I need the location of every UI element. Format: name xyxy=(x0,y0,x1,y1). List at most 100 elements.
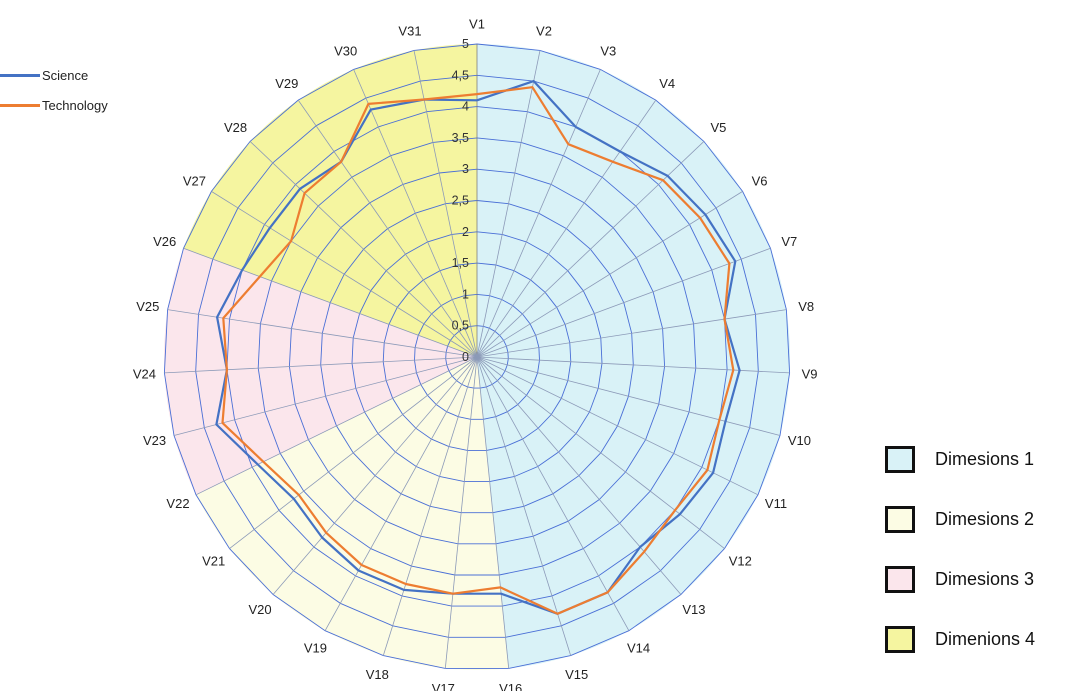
tick-label: 3 xyxy=(462,162,469,176)
tick-label: 3,5 xyxy=(452,131,469,145)
category-label-V17: V17 xyxy=(432,681,455,691)
point-science-V13 xyxy=(639,546,641,548)
spoke-V11 xyxy=(476,356,759,496)
series-line-technology xyxy=(221,86,735,615)
spoke-V7 xyxy=(476,247,771,358)
tick-label: 2 xyxy=(462,225,469,239)
category-label-V11: V11 xyxy=(765,496,787,511)
grid-ring-4 xyxy=(351,231,603,483)
tick-label: 4 xyxy=(462,100,469,114)
grid-ring-10 xyxy=(163,43,791,669)
spoke-V21 xyxy=(229,356,478,549)
point-science-V22 xyxy=(257,463,259,466)
spoke-V19 xyxy=(324,356,478,631)
spoke-V12 xyxy=(476,356,725,549)
spoke-V15 xyxy=(476,356,572,656)
category-label-V15: V15 xyxy=(565,667,588,682)
dimension-3-swatch xyxy=(885,566,915,593)
category-label-V26: V26 xyxy=(153,234,176,249)
spoke-V23 xyxy=(173,356,478,436)
grid-ring-2 xyxy=(414,293,540,420)
dimension-1-label: Dimesions 1 xyxy=(935,449,1035,469)
grid-ring-9 xyxy=(195,74,759,638)
point-technology-V4 xyxy=(612,161,614,163)
point-science-V26 xyxy=(241,269,243,271)
point-technology-V5 xyxy=(662,179,664,181)
point-technology-V16 xyxy=(499,586,502,589)
point-technology-V8 xyxy=(723,318,726,320)
point-technology-V21 xyxy=(298,494,300,496)
point-science-V9 xyxy=(738,369,741,372)
spoke-V20 xyxy=(272,356,478,595)
point-technology-V1 xyxy=(476,93,478,95)
spoke-V16 xyxy=(476,356,510,669)
category-label-V10: V10 xyxy=(788,433,811,448)
category-label-V18: V18 xyxy=(366,667,389,682)
point-science-V3 xyxy=(574,126,577,128)
category-label-V6: V6 xyxy=(752,173,768,188)
spoke-V30 xyxy=(353,69,478,358)
grid-ring-3 xyxy=(382,262,572,451)
spoke-V26 xyxy=(183,247,478,358)
spoke-V24 xyxy=(164,356,478,374)
category-label-V5: V5 xyxy=(710,120,726,135)
category-label-V28: V28 xyxy=(224,120,247,135)
legend-item-technology: Technology xyxy=(0,90,108,120)
spoke-V10 xyxy=(476,356,781,436)
point-science-V6 xyxy=(704,213,707,216)
point-technology-V29 xyxy=(340,161,342,163)
point-technology-V17 xyxy=(452,592,454,595)
point-technology-V10 xyxy=(718,419,721,421)
spoke-V5 xyxy=(476,141,705,358)
point-technology-V30 xyxy=(367,103,370,105)
spoke-V9 xyxy=(476,356,790,374)
dimension-sectors xyxy=(164,44,790,670)
point-science-V12 xyxy=(679,513,681,515)
dimension-2-label: Dimesions 2 xyxy=(935,509,1035,529)
point-technology-V20 xyxy=(325,531,327,534)
point-science-V27 xyxy=(269,227,271,229)
category-label-V3: V3 xyxy=(600,44,616,59)
point-technology-V22 xyxy=(262,461,265,463)
point-science-V4 xyxy=(619,150,621,153)
legend-item-science: Science xyxy=(0,60,108,90)
point-technology-V31 xyxy=(423,98,425,101)
point-technology-V7 xyxy=(728,262,731,265)
spoke-V8 xyxy=(476,309,787,358)
spoke-V25 xyxy=(167,309,478,358)
spoke-V17 xyxy=(444,356,478,669)
series-legend: Science Technology xyxy=(0,60,108,120)
radial-tick-labels: 0 0,5 1 1,5 2 2,5 3 3,5 4 4,5 5 xyxy=(452,37,469,364)
category-label-V27: V27 xyxy=(183,173,206,188)
point-science-V28 xyxy=(299,188,301,190)
category-label-V29: V29 xyxy=(275,76,298,91)
spoke-V13 xyxy=(476,356,682,595)
sector-dimension-4 xyxy=(183,44,477,357)
point-science-V1 xyxy=(476,99,478,102)
spoke-V18 xyxy=(382,356,478,656)
category-label-V8: V8 xyxy=(798,299,814,314)
category-label-V7: V7 xyxy=(781,234,797,249)
category-label-V4: V4 xyxy=(659,76,675,91)
spoke-V28 xyxy=(249,141,478,358)
category-label-V22: V22 xyxy=(166,496,189,511)
tick-label: 2,5 xyxy=(452,194,469,208)
spoke-V31 xyxy=(413,50,478,358)
point-science-V10 xyxy=(724,420,727,423)
point-technology-V6 xyxy=(699,217,701,219)
point-technology-V2 xyxy=(531,86,534,88)
point-technology-V12 xyxy=(674,509,676,512)
point-science-V19 xyxy=(357,569,360,572)
point-technology-V14 xyxy=(606,591,609,594)
category-label-V24: V24 xyxy=(133,366,156,381)
legend-label-technology: Technology xyxy=(42,97,108,113)
point-technology-V25 xyxy=(222,317,225,319)
point-science-V2 xyxy=(532,80,535,82)
point-technology-V11 xyxy=(706,469,709,471)
category-label-V13: V13 xyxy=(682,602,705,617)
point-technology-V13 xyxy=(643,550,645,553)
point-technology-V28 xyxy=(303,192,306,194)
point-technology-V9 xyxy=(732,369,735,371)
point-technology-V18 xyxy=(405,583,407,585)
